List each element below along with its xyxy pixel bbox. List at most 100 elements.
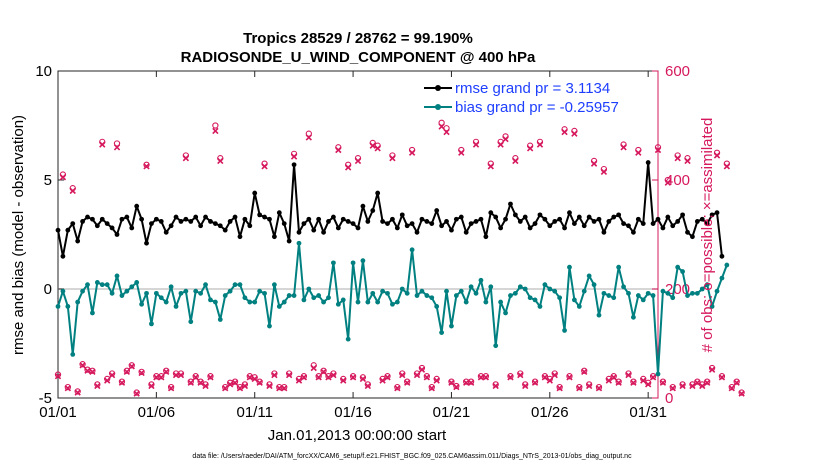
obs-assimilated-marker [605, 377, 612, 384]
obs-assimilated-marker [566, 374, 573, 381]
obs-assimilated-marker [644, 381, 652, 388]
obs-assimilated-marker [448, 379, 455, 386]
obs-assimilated-marker [148, 382, 155, 390]
obs-assimilated-marker [443, 128, 450, 136]
obs-assimilated-marker [187, 379, 194, 386]
rmse-point [576, 214, 582, 220]
rmse-point [390, 216, 395, 222]
bias-point [370, 290, 376, 296]
bias-point [222, 293, 228, 298]
rmse-point [424, 219, 430, 224]
bias-point [340, 297, 346, 303]
obs-assimilated-marker [182, 155, 190, 162]
obs-assimilated-marker [54, 373, 62, 380]
rmse-point [331, 214, 336, 220]
rmse-point [345, 219, 351, 224]
rmse-point [439, 223, 445, 229]
legend-rmse-marker [435, 85, 441, 91]
bias-point [193, 288, 199, 294]
obs-assimilated-marker [482, 374, 490, 381]
rmse-point [670, 223, 676, 229]
bias-point [168, 284, 174, 290]
bias-point [306, 286, 312, 292]
obs-assimilated-marker [630, 379, 637, 386]
obs-assimilated-marker [581, 368, 588, 376]
obs-count-series [54, 119, 745, 397]
obs-assimilated-marker [330, 371, 337, 379]
bias-point [552, 288, 558, 294]
obs-assimilated-marker [679, 382, 686, 390]
y-right-tick-label: 200 [665, 281, 690, 298]
rmse-point [517, 219, 523, 224]
obs-assimilated-marker [438, 123, 445, 130]
obs-assimilated-marker [251, 375, 258, 383]
rmse-point [404, 223, 410, 229]
obs-assimilated-marker [94, 382, 101, 390]
legend-bias-label: bias grand pr = -0.25957 [455, 99, 619, 116]
bias-point [453, 293, 459, 298]
bias-point [503, 310, 508, 316]
obs-assimilated-marker [477, 374, 485, 381]
bias-point [114, 273, 120, 279]
data-file-footnote: data file: /Users/raeder/DAI/ATM_forcXX/… [192, 453, 632, 460]
rmse-point [640, 221, 646, 227]
rmse-point [242, 216, 248, 222]
obs-assimilated-marker [404, 379, 411, 386]
bias-point [675, 264, 681, 270]
obs-assimilated-marker [595, 385, 603, 392]
rmse-point [129, 225, 135, 231]
obs-assimilated-marker [684, 157, 691, 165]
rmse-point [631, 229, 636, 235]
x-axis-label: Jan.01,2013 00:00:00 start [268, 427, 447, 444]
obs-assimilated-marker [315, 374, 322, 381]
bias-point [296, 240, 302, 246]
plot-area [57, 70, 659, 399]
obs-assimilated-marker [153, 374, 160, 381]
rmse-point [134, 203, 140, 209]
bias-point [606, 293, 612, 298]
rmse-point [380, 219, 385, 224]
obs-assimilated-marker [502, 135, 509, 143]
obs-assimilated-marker [197, 379, 204, 386]
rmse-point [365, 219, 371, 224]
rmse-point [55, 227, 61, 233]
obs-assimilated-marker [585, 382, 593, 390]
bias-point [586, 273, 592, 279]
y-left-tick-label: -5 [39, 390, 52, 407]
rmse-point [611, 214, 617, 220]
bias-point [129, 284, 135, 290]
rmse-point [276, 210, 282, 216]
x-tick-label: 01/06 [138, 404, 176, 421]
bias-point [532, 297, 538, 303]
rmse-point [119, 216, 125, 222]
rmse-point [139, 216, 145, 222]
bias-point [380, 288, 385, 294]
obs-assimilated-marker [718, 374, 726, 381]
obs-assimilated-marker [104, 377, 111, 384]
obs-assimilated-marker [541, 374, 549, 381]
rmse-point [208, 219, 213, 224]
rmse-point [286, 238, 292, 244]
bias-point [217, 317, 223, 322]
rmse-point [65, 227, 71, 233]
rmse-line [57, 161, 723, 258]
x-tick-label: 01/31 [629, 404, 667, 421]
obs-possible-marker [531, 378, 539, 385]
bias-point [665, 290, 671, 296]
obs-assimilated-marker [423, 374, 431, 381]
bias-point [434, 304, 440, 309]
rmse-point [468, 221, 474, 227]
rmse-point [458, 214, 464, 220]
obs-possible-marker [738, 389, 745, 396]
obs-assimilated-marker [167, 385, 175, 392]
obs-assimilated-marker [79, 362, 86, 369]
rmse-point [714, 210, 720, 216]
bias-point [257, 288, 263, 294]
obs-assimilated-marker [517, 371, 524, 379]
obs-assimilated-marker [458, 149, 465, 156]
obs-assimilated-marker [285, 371, 293, 379]
obs-assimilated-marker [654, 146, 662, 154]
obs-assimilated-marker [69, 187, 76, 195]
bias-point [119, 293, 125, 298]
obs-assimilated-marker [738, 390, 745, 397]
